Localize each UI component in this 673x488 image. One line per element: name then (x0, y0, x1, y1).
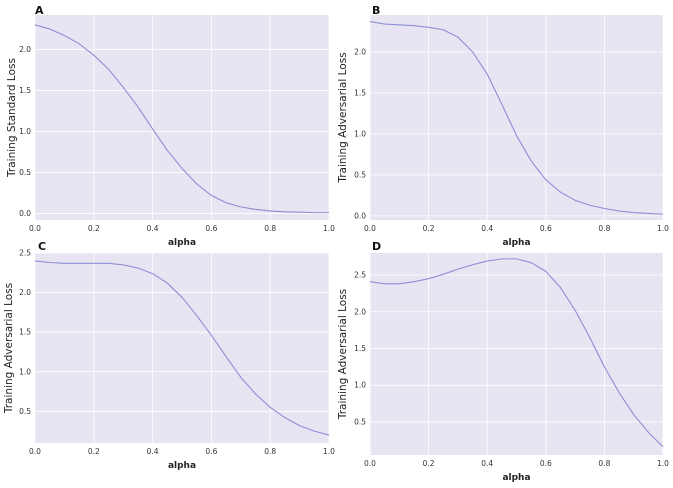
x-tick-label: 0.8 (264, 447, 276, 456)
y-axis-label: Training Adversarial Loss (337, 289, 349, 420)
series-line (34, 24, 329, 214)
x-tick-label: 0.6 (540, 459, 552, 468)
y-tick-label: 2.0 (354, 47, 366, 56)
x-tick-label: 1.0 (657, 224, 669, 233)
y-tick-label: 0.5 (19, 168, 31, 177)
x-tick-label: 0.6 (205, 447, 217, 456)
x-tick-label: 0.4 (147, 447, 159, 456)
y-tick-label: 1.0 (354, 129, 366, 138)
y-tick-label: 1.5 (354, 88, 366, 97)
x-tick-label: 1.0 (323, 447, 335, 456)
x-tick-label: 0.0 (29, 447, 41, 456)
x-tick-label: 0.8 (264, 224, 276, 233)
y-tick-label: 0.5 (354, 417, 366, 426)
y-tick-label: 0.0 (354, 211, 366, 220)
y-tick-label: 2.0 (19, 45, 31, 54)
x-tick-label: 1.0 (657, 459, 669, 468)
x-tick-label: 0.4 (481, 459, 493, 468)
x-axis-label: alpha (168, 238, 196, 248)
x-axis-label: alpha (502, 238, 530, 248)
x-tick-label: 0.2 (88, 447, 100, 456)
panel-letter: C (38, 240, 46, 253)
plot-background (35, 15, 329, 220)
panel-letter: B (372, 4, 380, 17)
y-tick-label: 2.0 (354, 307, 366, 316)
y-tick-label: 1.0 (19, 127, 31, 136)
y-tick-label: 1.0 (19, 367, 31, 376)
y-tick-label: 1.5 (19, 328, 31, 337)
x-tick-label: 0.8 (598, 224, 610, 233)
x-tick-label: 0.0 (29, 224, 41, 233)
y-tick-label: 0.0 (19, 209, 31, 218)
plot-background (35, 253, 329, 443)
y-tick-label: 0.5 (354, 170, 366, 179)
y-axis-label: Training Adversarial Loss (337, 52, 349, 183)
x-tick-label: 0.0 (364, 224, 376, 233)
x-tick-label: 0.8 (598, 459, 610, 468)
plot-background (370, 15, 663, 220)
series-line (34, 260, 330, 436)
x-axis-label: alpha (502, 473, 530, 483)
x-tick-label: 0.2 (423, 459, 435, 468)
panel-letter: D (372, 240, 381, 253)
series-line (369, 21, 664, 215)
y-tick-label: 0.5 (19, 407, 31, 416)
x-tick-label: 0.6 (540, 224, 552, 233)
y-tick-label: 1.5 (354, 344, 366, 353)
panel-letter: A (35, 4, 44, 17)
x-tick-label: 1.0 (323, 224, 335, 233)
y-axis-label: Training Standard Loss (6, 58, 18, 178)
y-tick-label: 2.5 (354, 271, 366, 280)
x-axis-label: alpha (168, 461, 196, 471)
x-tick-label: 0.0 (364, 459, 376, 468)
plot-background (370, 253, 663, 455)
x-tick-label: 0.2 (423, 224, 435, 233)
x-tick-label: 0.4 (147, 224, 159, 233)
x-tick-label: 0.4 (481, 224, 493, 233)
y-axis-label: Training Adversarial Loss (3, 283, 15, 414)
y-tick-label: 2.0 (19, 288, 31, 297)
x-tick-label: 0.6 (205, 224, 217, 233)
x-tick-label: 0.2 (88, 224, 100, 233)
series-line (369, 258, 664, 448)
y-tick-label: 1.0 (354, 381, 366, 390)
y-tick-label: 2.5 (19, 249, 31, 258)
y-tick-label: 1.5 (19, 86, 31, 95)
